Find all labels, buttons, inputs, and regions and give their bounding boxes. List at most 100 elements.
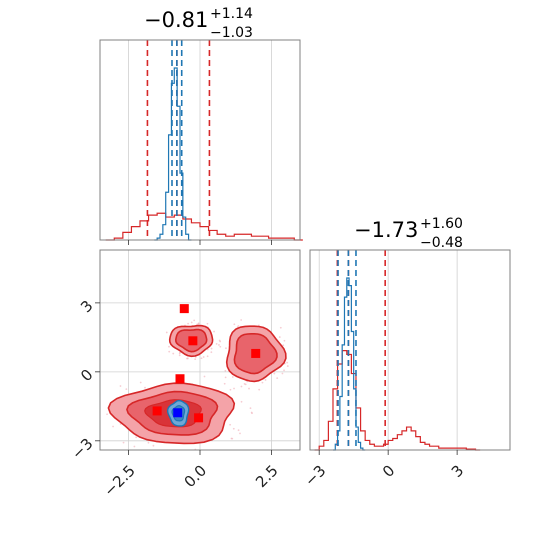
histogram-series-0 [314,350,481,451]
sample-dot [193,319,196,322]
histogram-series-1 [154,67,192,241]
sample-dot [261,381,264,384]
sample-dot [203,375,206,378]
sample-dot [194,358,197,360]
sample-dot [168,350,171,353]
sample-dot [258,388,261,391]
title-value: −1.73 [354,218,418,242]
sample-dot [240,400,243,403]
sample-dot [210,351,213,354]
sample-dot [237,429,240,432]
sample-dot [224,369,227,372]
sample-dot [233,387,235,390]
sample-dot [144,386,146,389]
sample-dot [210,347,213,350]
title-lower-error: −1.03 [210,25,253,41]
sample-dot [133,445,136,448]
sample-dot [229,423,232,426]
red-marker-0 [179,304,189,314]
sample-dot [186,357,189,360]
sample-dot [232,427,235,430]
panel-title-2: −1.73 [354,218,418,242]
y-tick-label-1: 0 [77,366,96,385]
sample-dot [278,336,281,338]
sample-dot [168,345,170,348]
sample-dot [281,372,284,375]
blue-marker [173,408,183,418]
sample-dot [283,369,285,372]
red-marker-1 [188,336,198,346]
sample-dot [249,407,252,410]
title-lower-error: −0.48 [420,235,463,251]
sample-dot [248,387,250,390]
title-upper-error: +1.60 [420,216,463,232]
sample-dot [239,432,241,435]
x-tick-label-1: 0.0 [181,462,211,492]
sample-dot [135,436,138,439]
sample-dot [152,444,155,447]
sample-dot [112,425,114,428]
sample-dot [165,331,168,334]
sample-dot [229,388,232,391]
sample-dot [225,347,227,350]
sample-dot [219,345,222,348]
sample-dot [233,323,236,326]
y-tick-label-0: −3 [68,435,96,463]
histogram-panel-2: −3 0 3 −1.73 +1.60 −0.48 [301,216,511,490]
red-marker-2 [251,348,261,358]
sample-dot [215,342,218,345]
sample-dot [243,383,246,385]
red-marker-4 [152,406,162,416]
sample-dot [206,355,209,358]
sample-dot [231,376,234,378]
histogram-series-0 [105,212,303,241]
title-upper-error: +1.14 [210,6,253,22]
sample-dot [273,372,276,375]
title-value: −0.81 [144,8,208,32]
sample-dot [264,379,267,381]
x-tick-label-0: −2.5 [100,462,138,500]
sample-dot [119,385,122,387]
sample-dot [223,382,226,385]
sample-dot [250,411,253,414]
sample-dot [213,330,215,333]
sample-dot [202,356,205,358]
contour-panel: −2.5 0.0 2.5 −3 0 3 [68,249,301,500]
red-marker-5 [194,413,204,423]
red-marker-3 [175,374,185,384]
histogram-frame-2 [309,249,511,451]
sample-dot [200,357,203,360]
x-tick-label-1: 0 [379,462,398,481]
x-tick-label-2: 2.5 [252,462,282,492]
sample-dot [240,319,243,321]
sample-dot [276,377,279,380]
y-tick-label-2: 3 [77,297,96,316]
sample-dot [231,437,234,440]
sample-dot [178,354,181,357]
sample-dot [279,326,282,329]
sample-dot [219,340,222,343]
sample-dot [125,388,128,391]
sample-dot [206,322,209,325]
sample-dot [286,365,289,367]
sample-dot [139,381,142,384]
sample-dot [218,344,220,346]
panel-title-1: −0.81 [144,8,208,32]
sample-dot [187,322,190,325]
sample-dot [237,325,240,327]
sample-dot [178,352,181,355]
sample-dot [190,321,193,324]
sample-dot [147,441,150,444]
x-tick-label-2: 3 [448,462,467,481]
sample-dot [106,413,108,416]
sample-dot [286,361,289,364]
sample-dot [224,376,227,379]
sample-dot [122,441,125,444]
sample-dot [282,344,285,347]
sample-dot [283,339,286,342]
sample-dot [240,385,243,388]
x-tick-label-0: −3 [301,462,329,490]
histogram-panel-1: −0.81 +1.14 −1.03 [99,6,303,245]
sample-dot [197,322,200,325]
